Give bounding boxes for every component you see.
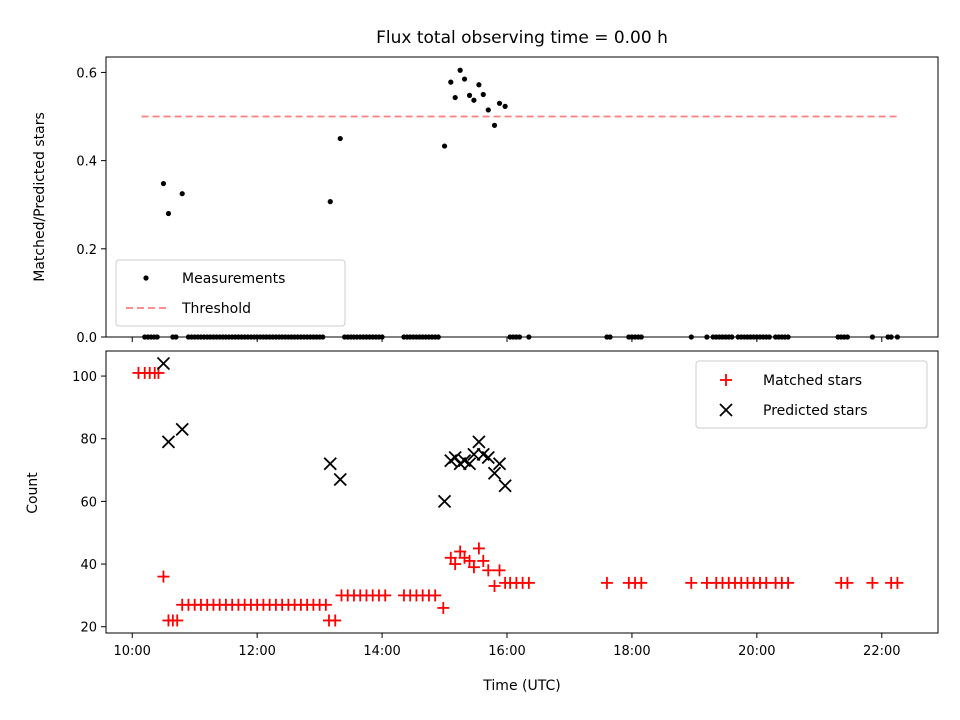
- legend-predicted-marker: [719, 403, 733, 417]
- measurements-point: [165, 210, 172, 217]
- predicted-stars-point: [481, 450, 495, 465]
- top-legend: Measurements Threshold: [115, 259, 346, 327]
- top-y-tick-label: 0.6: [76, 66, 97, 81]
- bottom-plot-area: [132, 356, 904, 627]
- x-tick-label: 16:00: [488, 644, 525, 659]
- predicted-stars-point: [498, 479, 512, 493]
- matched-stars-point: [437, 601, 450, 614]
- bottom-y-tick-label: 60: [80, 495, 97, 510]
- predicted-stars-point: [437, 494, 452, 509]
- matched-stars-point: [866, 576, 879, 589]
- predicted-stars-point: [333, 472, 347, 487]
- matched-stars-point: [477, 554, 490, 567]
- measurements-point: [337, 135, 343, 142]
- legend-measurements-label: Measurements: [182, 271, 285, 287]
- top-legend-box: [115, 259, 346, 327]
- matched-stars-point: [429, 589, 442, 602]
- measurements-point: [179, 191, 185, 197]
- matched-stars-point: [472, 542, 485, 555]
- measurements-point: [466, 92, 473, 98]
- top-y-tick-label: 0.0: [76, 331, 97, 346]
- measurements-point: [471, 97, 477, 103]
- matched-stars-point: [841, 576, 854, 589]
- top-y-axis-label: Matched/Predicted stars: [32, 112, 48, 282]
- x-tick-label: 12:00: [238, 644, 275, 659]
- bottom-y-axis-label: Count: [25, 472, 41, 514]
- bottom-legend: Matched stars Predicted stars: [695, 360, 928, 429]
- matched-stars-point: [522, 576, 535, 589]
- matched-stars-point: [444, 551, 457, 564]
- top-y-tick-label: 0.4: [76, 155, 97, 170]
- matched-stars-point: [379, 589, 392, 602]
- measurements-point: [452, 94, 458, 101]
- matched-stars-point: [449, 558, 462, 571]
- matched-stars-point: [635, 576, 648, 589]
- matched-stars-point: [782, 576, 795, 589]
- predicted-stars-point: [472, 435, 486, 449]
- bottom-y-tick-label: 100: [72, 370, 97, 385]
- legend-measurements-marker: [143, 275, 149, 281]
- x-tick-label: 22:00: [863, 644, 900, 659]
- x-axis-label: Time (UTC): [482, 678, 560, 694]
- predicted-stars-point: [175, 422, 189, 436]
- matched-stars-point: [685, 576, 698, 589]
- legend-predicted-label: Predicted stars: [763, 403, 868, 419]
- x-tick-label: 18:00: [613, 644, 650, 659]
- measurements-point: [448, 79, 454, 85]
- bottom-y-tick-label: 40: [80, 558, 97, 573]
- measurements-point: [480, 91, 486, 98]
- measurements-point: [491, 122, 498, 128]
- bottom-y-tick-label: 80: [80, 433, 97, 448]
- matched-stars-point: [482, 564, 495, 577]
- bottom-axes: 20 40 60 80 100 10:00 12:00 14:00 16:00 18:00 20:0…: [72, 370, 900, 659]
- top-axes-frame: [105, 56, 939, 338]
- matched-stars-point: [171, 614, 184, 627]
- measurements-point: [160, 180, 167, 187]
- legend-threshold-label: Threshold: [181, 301, 251, 317]
- predicted-stars-point: [323, 457, 337, 471]
- x-tick-label: 10:00: [113, 644, 150, 659]
- measurements-point: [485, 107, 491, 113]
- predicted-stars-point: [462, 457, 477, 471]
- measurements-point: [457, 67, 463, 73]
- bottom-y-tick-label: 20: [80, 621, 97, 636]
- measurements-point: [502, 103, 508, 109]
- chart-title: Flux total observing time = 0.00 h: [376, 28, 668, 48]
- bottom-legend-box: [695, 360, 928, 429]
- measurements-point: [496, 100, 503, 106]
- matched-stars-point: [600, 576, 613, 589]
- matched-stars-point: [891, 576, 904, 589]
- predicted-stars-point: [492, 457, 507, 471]
- matched-stars-point: [467, 561, 480, 574]
- legend-matched-marker: [720, 374, 732, 386]
- predicted-stars-point: [487, 466, 502, 480]
- measurements-point: [327, 199, 333, 205]
- matched-stars-point: [454, 545, 467, 558]
- matched-stars-point: [463, 554, 476, 567]
- predicted-stars-point: [467, 447, 481, 462]
- matched-stars-point: [329, 614, 342, 627]
- measurements-point: [461, 76, 468, 82]
- matched-stars-point: [488, 580, 501, 592]
- matched-stars-point: [319, 598, 332, 611]
- x-tick-label: 14:00: [363, 644, 400, 659]
- predicted-stars-point: [161, 435, 176, 449]
- matched-stars-point: [157, 570, 170, 583]
- measurements-point: [441, 143, 448, 149]
- top-axes: 0.0 0.2 0.4 0.6: [76, 66, 883, 346]
- matched-stars-point: [493, 564, 506, 577]
- legend-matched-label: Matched stars: [763, 373, 862, 389]
- x-tick-label: 20:00: [738, 644, 775, 659]
- predicted-stars-point: [156, 356, 171, 371]
- measurements-point: [476, 82, 482, 88]
- top-y-tick-label: 0.2: [76, 243, 97, 258]
- bottom-axes-frame: [105, 350, 939, 634]
